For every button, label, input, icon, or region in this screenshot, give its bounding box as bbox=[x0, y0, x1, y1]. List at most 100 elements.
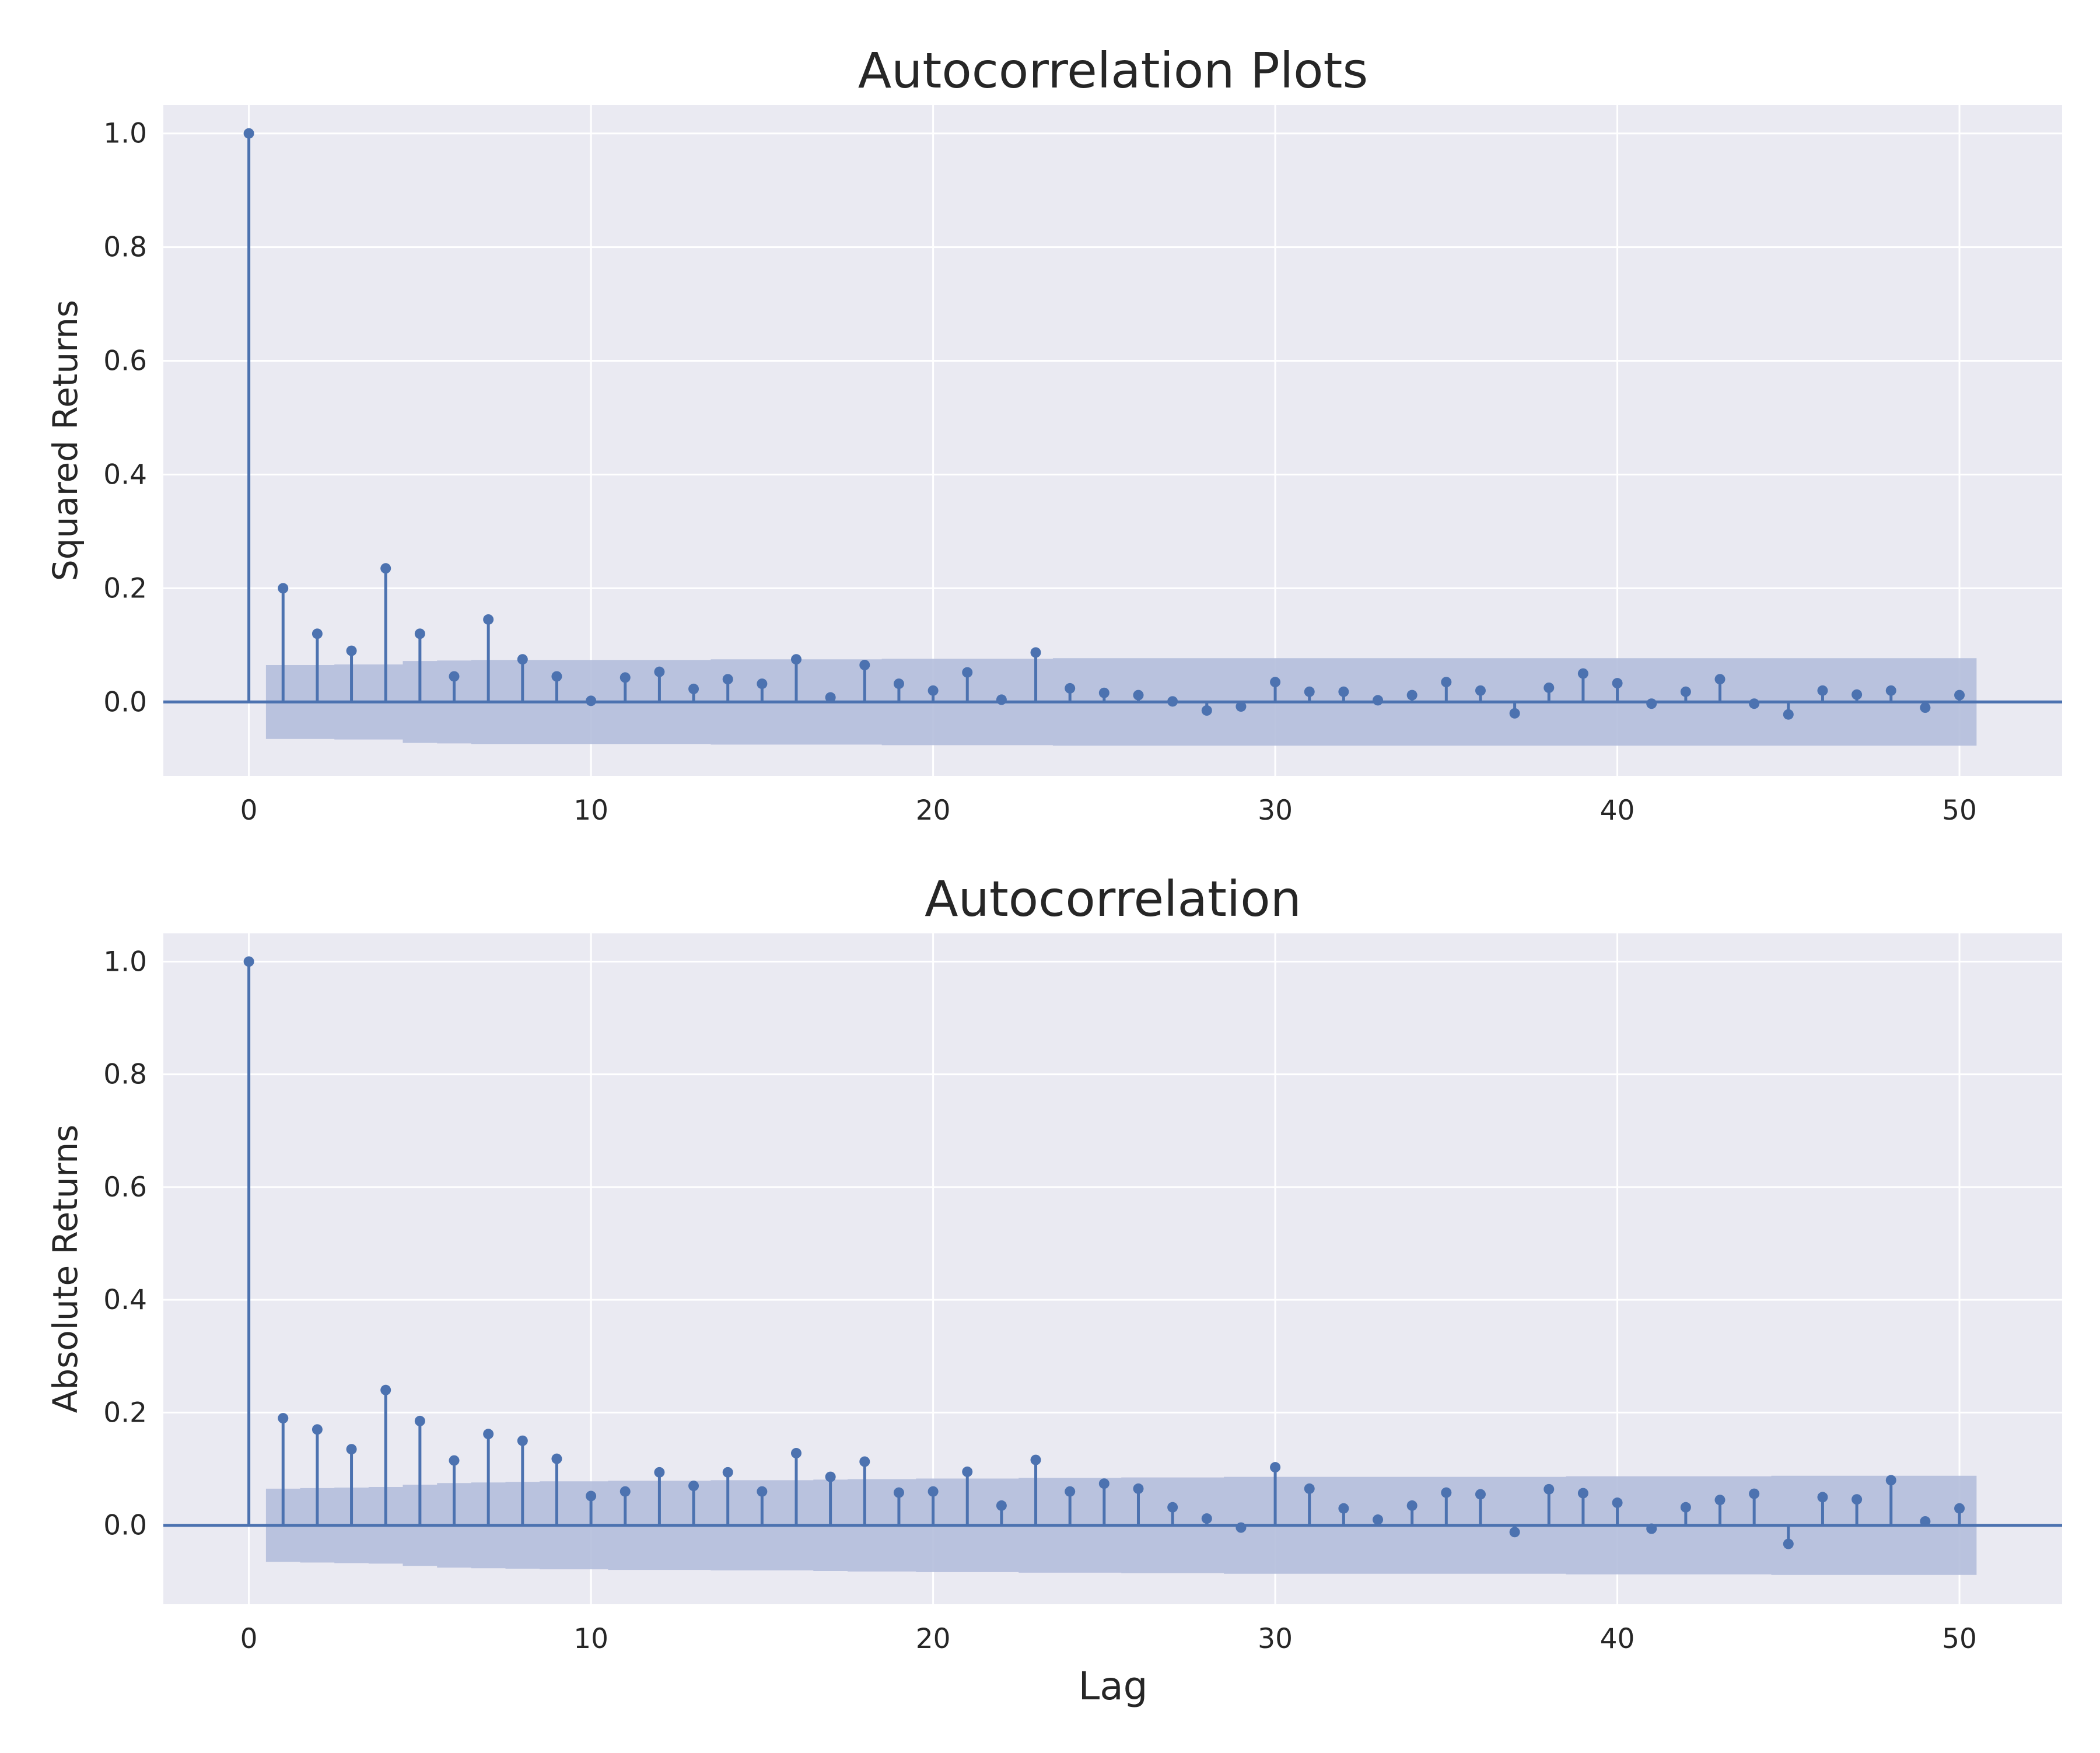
stem-marker bbox=[586, 1490, 597, 1502]
stem-marker bbox=[278, 1413, 289, 1424]
stem-marker bbox=[1236, 701, 1247, 712]
x-tick-label: 50 bbox=[1942, 1623, 1977, 1655]
x-tick-label: 10 bbox=[573, 795, 608, 827]
stem-marker bbox=[1236, 1522, 1247, 1533]
x-tick-label: 0 bbox=[240, 1623, 258, 1655]
stem-marker bbox=[1852, 1494, 1863, 1505]
stems-absolute-returns bbox=[163, 956, 2062, 1549]
x-tick-label: 40 bbox=[1600, 1623, 1635, 1655]
stem-marker bbox=[346, 645, 357, 656]
stem-marker bbox=[312, 628, 323, 639]
stem-marker bbox=[1030, 647, 1041, 658]
stem-marker bbox=[243, 956, 254, 967]
stem-marker bbox=[1612, 678, 1623, 689]
stem-marker bbox=[449, 671, 460, 682]
stem-marker bbox=[1167, 696, 1178, 707]
y-axis-label-squared-returns: Squared Returns bbox=[46, 300, 85, 581]
stem-marker bbox=[1885, 685, 1896, 696]
acf-panel-absolute-returns: 0 10 20 30 40 50 0.0 0.2 0.4 0.6 0.8 1.0 Autocorrel… bbox=[46, 870, 2062, 1709]
y-tick-label: 0.8 bbox=[103, 232, 147, 264]
y-tick-label: 0.4 bbox=[103, 1284, 147, 1316]
x-tick-label: 30 bbox=[1258, 795, 1293, 827]
y-axis-label-absolute-returns: Absolute Returns bbox=[46, 1125, 85, 1413]
stem-marker bbox=[1680, 1502, 1691, 1513]
stem-marker bbox=[278, 583, 289, 594]
x-tick-label: 20 bbox=[916, 1623, 951, 1655]
stem-marker bbox=[1270, 1462, 1281, 1473]
x-tick-label: 0 bbox=[240, 795, 258, 827]
stem-marker bbox=[1783, 709, 1794, 720]
stem-marker bbox=[586, 695, 597, 706]
stem-marker bbox=[1577, 668, 1588, 679]
y-tick-label: 0.6 bbox=[103, 345, 147, 377]
stem-marker bbox=[791, 654, 802, 665]
stem-marker bbox=[1338, 1503, 1349, 1514]
stem-marker bbox=[825, 1471, 836, 1482]
stem-marker bbox=[1373, 695, 1384, 706]
y-tick-label: 0.0 bbox=[103, 686, 147, 718]
stem-marker bbox=[1475, 1489, 1486, 1500]
stem-marker bbox=[654, 1467, 665, 1478]
stem-marker bbox=[1817, 685, 1828, 696]
stem-marker bbox=[620, 672, 631, 683]
stem-marker bbox=[380, 563, 391, 574]
stem-marker bbox=[517, 1435, 528, 1446]
x-axis-label-lag: Lag bbox=[1078, 1664, 1147, 1709]
stem-marker bbox=[1304, 1483, 1315, 1494]
stem-marker bbox=[654, 666, 665, 677]
chart-title-absolute-returns: Autocorrelation bbox=[925, 870, 1301, 928]
stem-marker bbox=[1133, 1483, 1144, 1494]
stem-marker bbox=[757, 678, 768, 690]
stem-marker bbox=[449, 1455, 460, 1466]
stem-marker bbox=[1270, 677, 1281, 688]
stem-marker bbox=[1954, 1503, 1965, 1514]
acf-panel-squared-returns: 0 10 20 30 40 50 0.0 0.2 0.4 0.6 0.8 1.0 Autocorrel… bbox=[46, 42, 2062, 827]
stem-marker bbox=[243, 128, 254, 139]
stem-marker bbox=[1783, 1538, 1794, 1549]
stem-marker bbox=[1167, 1502, 1178, 1513]
stem-marker bbox=[757, 1486, 768, 1497]
stem-marker bbox=[346, 1444, 357, 1455]
stem-marker bbox=[1509, 1527, 1520, 1538]
chart-title-squared-returns: Autocorrelation Plots bbox=[858, 42, 1368, 99]
stem-marker bbox=[722, 674, 733, 685]
stem-marker bbox=[825, 692, 836, 703]
stem-marker bbox=[1544, 1483, 1555, 1495]
stem-marker bbox=[414, 628, 425, 639]
stem-marker bbox=[1098, 1478, 1110, 1489]
y-tick-label: 0.4 bbox=[103, 459, 147, 491]
stem-marker bbox=[893, 678, 904, 690]
stem-marker bbox=[312, 1424, 323, 1435]
stem-marker bbox=[722, 1467, 733, 1478]
stem-marker bbox=[620, 1486, 631, 1497]
stem-marker bbox=[1098, 687, 1110, 698]
stem-marker bbox=[1577, 1488, 1588, 1499]
stem-marker bbox=[380, 1384, 391, 1395]
stem-marker bbox=[1852, 689, 1863, 700]
stem-marker bbox=[1304, 686, 1315, 697]
stem-marker bbox=[859, 1456, 870, 1467]
stem-marker bbox=[688, 1481, 699, 1492]
stem-marker bbox=[1475, 685, 1486, 696]
stem-marker bbox=[551, 671, 562, 682]
stem-marker bbox=[1817, 1492, 1828, 1503]
tick-labels-squared-returns: 0 10 20 30 40 50 0.0 0.2 0.4 0.6 0.8 1.0 bbox=[103, 118, 1977, 827]
stem-marker bbox=[859, 659, 870, 670]
stem-marker bbox=[1201, 1513, 1212, 1524]
stem-marker bbox=[1509, 708, 1520, 719]
y-tick-label: 0.8 bbox=[103, 1059, 147, 1091]
stem-marker bbox=[688, 683, 699, 694]
stem-marker bbox=[1338, 686, 1349, 697]
stem-marker bbox=[1714, 1495, 1726, 1506]
stem-marker bbox=[928, 685, 939, 696]
stem-marker bbox=[1749, 1488, 1760, 1499]
stem-marker bbox=[1441, 677, 1452, 688]
stem-marker bbox=[996, 1500, 1007, 1511]
stem-marker bbox=[1406, 690, 1418, 701]
stem-marker bbox=[1714, 674, 1726, 685]
stem-marker bbox=[414, 1415, 425, 1426]
x-tick-label: 10 bbox=[573, 1623, 608, 1655]
stem-marker bbox=[1954, 690, 1965, 701]
stem-marker bbox=[1885, 1475, 1896, 1486]
